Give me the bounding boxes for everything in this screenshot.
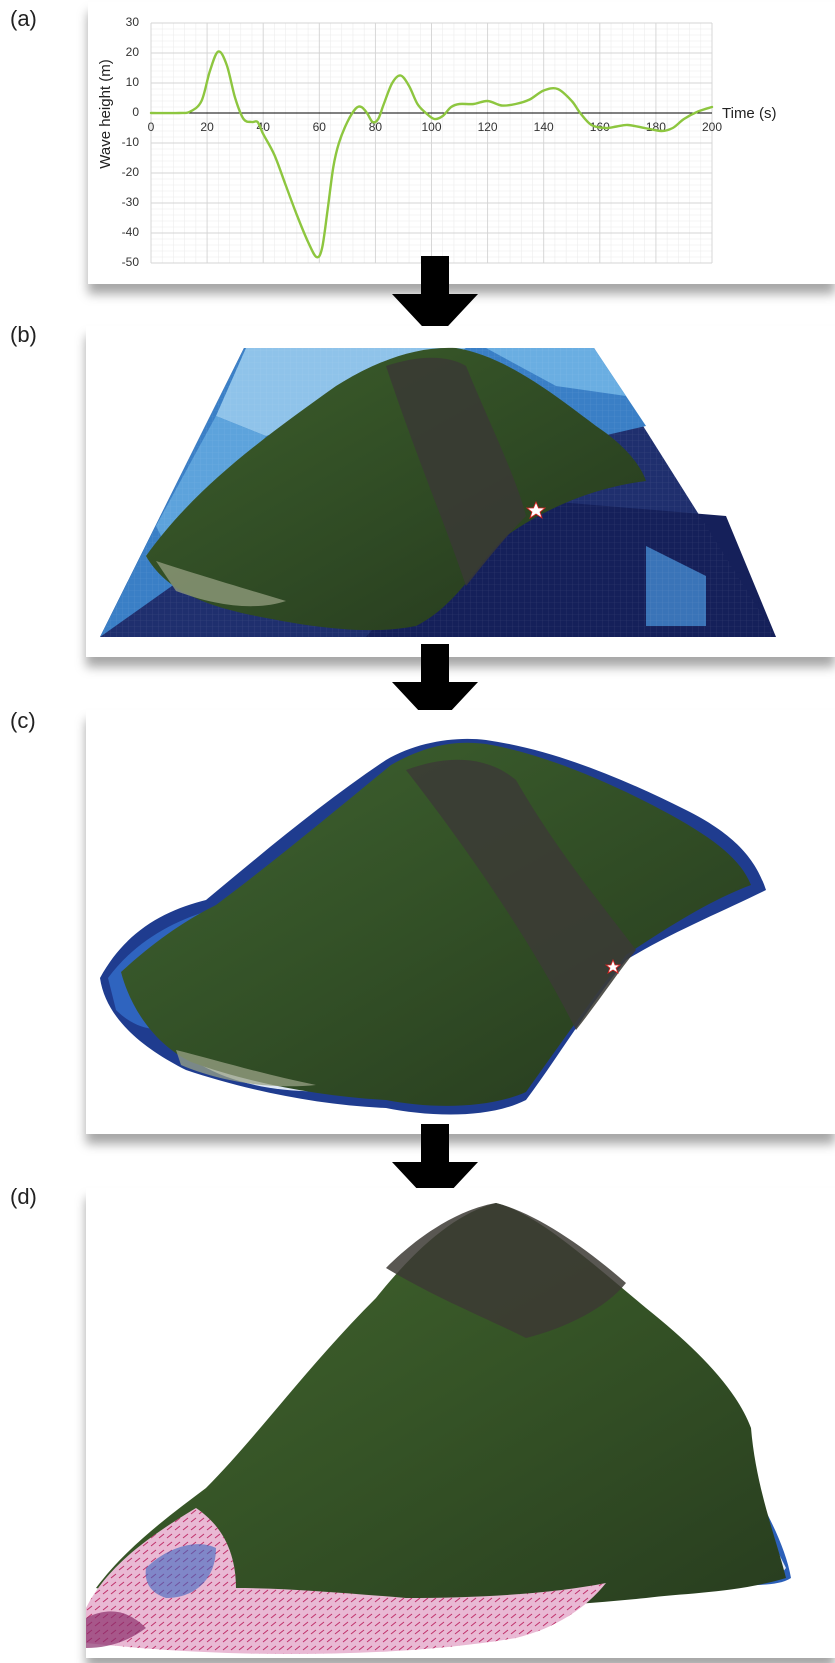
y-tick-labels: 30 20 10 0 -10 -20 -30 -40 -50 [122, 15, 140, 269]
x-tick-label: 140 [534, 120, 554, 134]
panel-label-d: (d) [10, 1184, 37, 1209]
down-arrow-icon [392, 256, 478, 340]
x-tick-label: 100 [421, 120, 441, 134]
y-tick-label: -40 [122, 225, 140, 239]
y-tick-label: 20 [126, 45, 140, 59]
y-tick-label: 0 [132, 105, 139, 119]
panel-label-c: (c) [10, 708, 36, 733]
panel-d-card [86, 1188, 835, 1658]
down-arrow-icon [392, 644, 478, 728]
y-tick-label: 10 [126, 75, 140, 89]
volcano-inundation-image [86, 1203, 791, 1654]
x-axis-title: Time (s) [722, 105, 776, 122]
x-tick-label: 80 [369, 120, 383, 134]
x-tick-label: 120 [478, 120, 498, 134]
x-tick-label: 200 [702, 120, 722, 134]
panel-label-b: (b) [10, 322, 37, 347]
x-tick-label: 40 [257, 120, 271, 134]
y-axis-title: Wave height (m) [97, 59, 114, 168]
y-tick-label: -20 [122, 165, 140, 179]
chart-card: 30 20 10 0 -10 -20 -30 -40 -50 0 20 40 60 80 100 120 14… [88, 2, 835, 284]
panel-c-card [86, 710, 835, 1134]
down-arrow-icon [392, 1124, 478, 1208]
x-tick-labels: 0 20 40 60 80 100 120 140 160 180 200 [148, 120, 723, 134]
wave-height-series [149, 50, 714, 259]
y-tick-label: -30 [122, 195, 140, 209]
bathymetry-grid-image [100, 347, 776, 637]
y-tick-label: -50 [122, 255, 140, 269]
x-tick-label: 20 [200, 120, 214, 134]
x-tick-label: 0 [148, 120, 155, 134]
volcano-coastal-grid-image [100, 738, 766, 1115]
panel-label-a: (a) [10, 6, 37, 31]
x-tick-label: 60 [313, 120, 327, 134]
panel-b-card [86, 326, 835, 657]
major-grid [150, 22, 713, 264]
y-tick-label: 30 [126, 15, 140, 29]
y-tick-label: -10 [122, 135, 140, 149]
